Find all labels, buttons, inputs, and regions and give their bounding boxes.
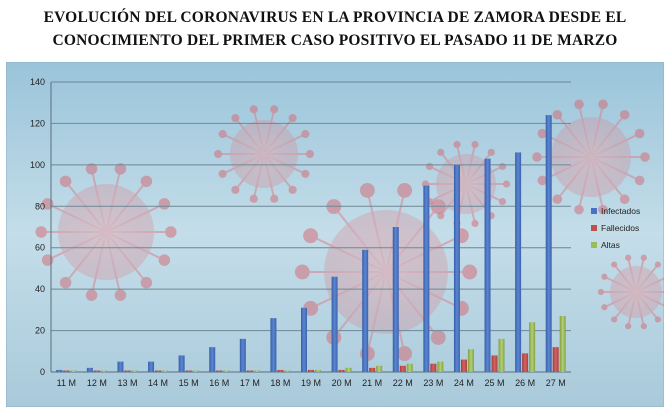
x-tick-label: 16 M: [209, 378, 229, 388]
bar-altas: [315, 369, 321, 372]
bar-fallecidos: [522, 353, 529, 372]
chart-title-line-1: EVOLUCIÓN DEL CORONAVIRUS EN LA PROVINCI…: [43, 9, 627, 26]
bar-infectados: [56, 369, 63, 372]
legend-label: Infectados: [601, 206, 640, 216]
bar-altas: [437, 361, 444, 372]
bar-infectados: [331, 276, 338, 372]
legend-swatch: [591, 208, 597, 214]
legend-label: Altas: [601, 240, 620, 250]
x-tick-label: 13 M: [117, 378, 137, 388]
y-tick-label: 140: [30, 77, 45, 87]
bar-infectados: [453, 164, 460, 372]
bar-infectados: [545, 115, 552, 372]
bar-fallecidos: [124, 370, 131, 372]
bar-altas: [406, 363, 413, 372]
bar-fallecidos: [185, 370, 192, 372]
bar-altas: [192, 370, 199, 372]
bar-fallecidos: [308, 369, 314, 372]
bar-infectados: [178, 355, 185, 372]
bar-fallecidos: [460, 359, 467, 372]
y-tick-label: 100: [30, 160, 45, 170]
bar-fallecidos: [430, 363, 437, 372]
bar-infectados: [301, 307, 307, 372]
bar-chart: 0 20 40 60 80 100 120 140 11 M 12 M 13 M 14 M 15 M 16…: [6, 62, 664, 407]
bar-altas: [284, 370, 291, 372]
bar-fallecidos: [155, 370, 162, 372]
x-tick-label: 24 M: [454, 378, 474, 388]
bar-infectados: [209, 347, 216, 372]
bar-altas: [100, 370, 107, 372]
x-tick-label: 11 M: [57, 378, 76, 388]
bar-altas: [223, 370, 230, 372]
bar-altas: [559, 316, 566, 372]
bar-fallecidos: [216, 370, 223, 372]
bar-infectados: [148, 361, 155, 372]
x-tick-label: 18 M: [270, 378, 290, 388]
bar-altas: [131, 370, 138, 372]
bar-altas: [70, 370, 77, 372]
x-tick-label: 23 M: [423, 378, 443, 388]
chart-title: EVOLUCIÓN DEL CORONAVIRUS EN LA PROVINCI…: [0, 6, 670, 52]
bar-fallecidos: [93, 370, 100, 372]
x-tick-label: 17 M: [240, 378, 260, 388]
bar-infectados: [484, 158, 491, 372]
x-tick-label: 14 M: [148, 378, 168, 388]
bar-fallecidos: [246, 370, 253, 372]
y-tick-label: 120: [30, 118, 45, 128]
y-tick-label: 20: [35, 326, 45, 336]
bar-fallecidos: [399, 365, 406, 372]
y-tick-label: 0: [40, 367, 45, 377]
bar-infectados: [86, 367, 93, 372]
bar-infectados: [270, 318, 277, 372]
bar-fallecidos: [277, 369, 284, 372]
virus-shape: [532, 99, 650, 215]
x-tick-label: 27 M: [546, 378, 566, 388]
bar-fallecidos: [552, 347, 559, 372]
x-tick-label: 21 M: [362, 378, 382, 388]
bar-infectados: [392, 227, 399, 372]
x-tick-label: 19 M: [301, 378, 321, 388]
virus-shape: [597, 254, 664, 330]
bar-altas: [253, 370, 260, 372]
legend: Infectados Fallecidos Altas: [591, 206, 640, 250]
x-tick-label: 26 M: [515, 378, 535, 388]
x-tick-label: 25 M: [485, 378, 505, 388]
y-tick-label: 60: [35, 243, 45, 253]
virus-shape: [214, 105, 314, 203]
bar-altas: [498, 338, 505, 372]
axes: 0 20 40 60 80 100 120 140 11 M 12 M 13 M 14 M 15 M 16…: [30, 77, 571, 388]
bar-infectados: [515, 152, 522, 372]
bar-infectados: [117, 361, 124, 372]
x-tick-label: 15 M: [179, 378, 199, 388]
bar-infectados: [239, 338, 246, 372]
legend-label: Fallecidos: [601, 223, 639, 233]
chart-area: 0 20 40 60 80 100 120 140 11 M 12 M 13 M 14 M 15 M 16…: [6, 62, 664, 407]
chart-title-line-2: CONOCIMIENTO DEL PRIMER CASO POSITIVO EL…: [52, 32, 618, 49]
legend-swatch: [591, 242, 597, 248]
bar-fallecidos: [63, 370, 70, 372]
virus-shape: [35, 163, 177, 301]
bars: [56, 115, 566, 372]
bar-infectados: [362, 249, 369, 372]
bar-fallecidos: [369, 367, 376, 372]
bar-fallecidos: [491, 355, 498, 372]
x-tick-label: 12 M: [87, 378, 107, 388]
x-tick-label: 20 M: [332, 378, 352, 388]
bar-fallecidos: [338, 369, 345, 372]
legend-swatch: [591, 225, 597, 231]
virus-decoration: [35, 99, 664, 362]
bar-altas: [345, 367, 352, 372]
y-tick-label: 40: [35, 284, 45, 294]
x-tick-label: 22 M: [393, 378, 413, 388]
bar-infectados: [423, 185, 430, 372]
bar-altas: [529, 322, 536, 372]
bar-altas: [376, 365, 383, 372]
bar-altas: [467, 349, 474, 372]
y-tick-label: 80: [35, 201, 45, 211]
bar-altas: [162, 370, 169, 372]
